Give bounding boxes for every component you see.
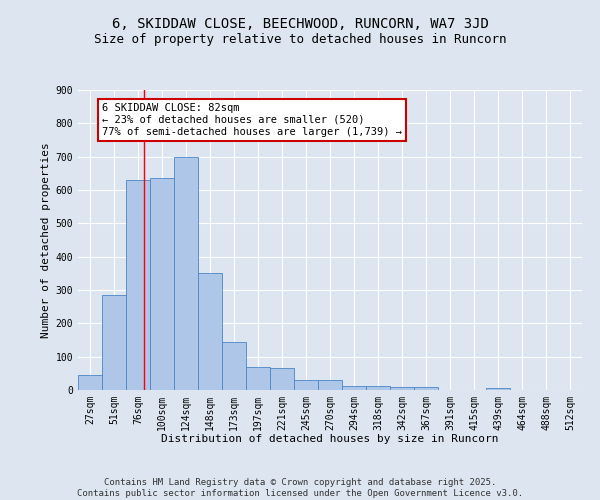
Bar	[174, 156, 198, 390]
Bar	[414, 388, 438, 390]
Bar	[78, 375, 102, 390]
Bar	[246, 368, 270, 390]
Bar	[222, 342, 246, 390]
Bar	[486, 388, 510, 390]
Bar	[270, 368, 294, 390]
Y-axis label: Number of detached properties: Number of detached properties	[41, 142, 52, 338]
Bar	[126, 180, 150, 390]
Text: 6 SKIDDAW CLOSE: 82sqm
← 23% of detached houses are smaller (520)
77% of semi-de: 6 SKIDDAW CLOSE: 82sqm ← 23% of detached…	[102, 104, 402, 136]
Bar	[342, 386, 366, 390]
X-axis label: Distribution of detached houses by size in Runcorn: Distribution of detached houses by size …	[161, 434, 499, 444]
Bar	[318, 380, 342, 390]
Text: 6, SKIDDAW CLOSE, BEECHWOOD, RUNCORN, WA7 3JD: 6, SKIDDAW CLOSE, BEECHWOOD, RUNCORN, WA…	[112, 18, 488, 32]
Bar	[102, 295, 126, 390]
Bar	[198, 274, 222, 390]
Text: Contains HM Land Registry data © Crown copyright and database right 2025.
Contai: Contains HM Land Registry data © Crown c…	[77, 478, 523, 498]
Bar	[294, 380, 318, 390]
Bar	[366, 386, 390, 390]
Bar	[390, 386, 414, 390]
Bar	[150, 178, 174, 390]
Text: Size of property relative to detached houses in Runcorn: Size of property relative to detached ho…	[94, 32, 506, 46]
